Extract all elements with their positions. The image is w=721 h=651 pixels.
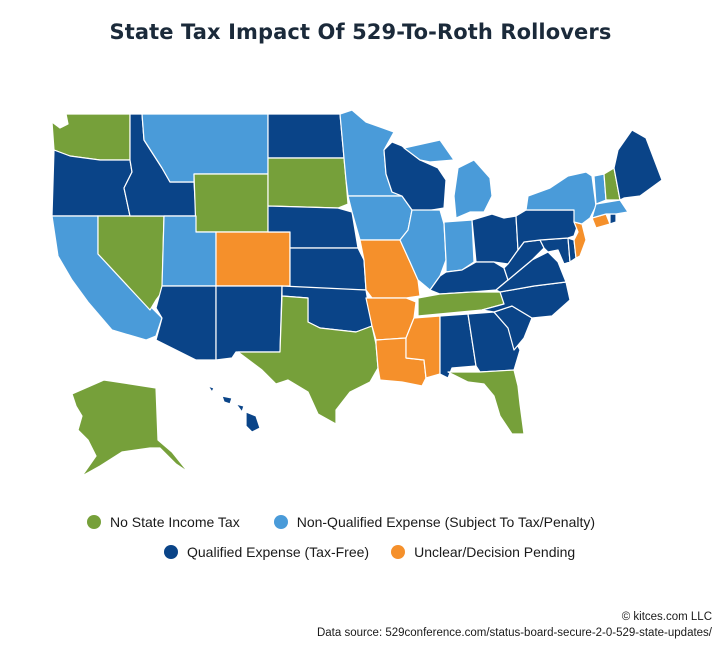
state-nj[interactable] — [573, 221, 587, 259]
page-title: State Tax Impact Of 529-To-Roth Rollover… — [109, 20, 612, 44]
state-wy[interactable] — [193, 173, 269, 233]
state-or[interactable] — [51, 149, 133, 217]
state-ny[interactable] — [525, 171, 597, 225]
state-az[interactable] — [155, 285, 217, 361]
state-fl[interactable] — [447, 369, 525, 435]
state-mi[interactable] — [403, 139, 493, 219]
state-tx[interactable] — [237, 295, 379, 425]
state-me[interactable] — [613, 129, 663, 201]
legend-label-none: No State Income Tax — [110, 514, 240, 530]
copyright-text: © kitces.com LLC — [621, 611, 712, 623]
state-sd[interactable] — [267, 157, 349, 209]
state-ma[interactable] — [591, 199, 629, 219]
legend-label-nonqual: Non-Qualified Expense (Subject To Tax/Pe… — [296, 514, 596, 530]
state-oh[interactable] — [471, 213, 519, 265]
legend-row-2: Qualified Expense (Tax-Free) Unclear/Dec… — [164, 544, 575, 560]
state-ri[interactable] — [609, 213, 617, 225]
legend-swatch-nonqual — [273, 515, 288, 529]
legend-swatch-unclear — [391, 545, 406, 559]
state-ks[interactable] — [289, 247, 367, 291]
state-in[interactable] — [443, 219, 475, 273]
legend-swatch-none — [87, 515, 101, 529]
data-source-text: Data source: 529conference.com/status-bo… — [316, 627, 712, 639]
state-nm[interactable] — [215, 285, 283, 361]
state-ak[interactable] — [71, 379, 189, 477]
legend-label-qual: Qualified Expense (Tax-Free) — [187, 544, 370, 560]
state-hi[interactable] — [207, 385, 261, 433]
legend-label-unclear: Unclear/Decision Pending — [414, 544, 576, 560]
legend-swatch-qual — [164, 545, 178, 559]
state-nd[interactable] — [267, 113, 345, 159]
legend-row-1: No State Income Tax Non-Qualified Expens… — [87, 514, 595, 530]
state-ia[interactable] — [347, 195, 413, 241]
state-co[interactable] — [215, 231, 291, 287]
